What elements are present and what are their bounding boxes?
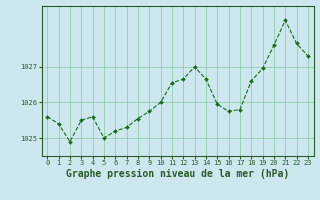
- X-axis label: Graphe pression niveau de la mer (hPa): Graphe pression niveau de la mer (hPa): [66, 169, 289, 179]
